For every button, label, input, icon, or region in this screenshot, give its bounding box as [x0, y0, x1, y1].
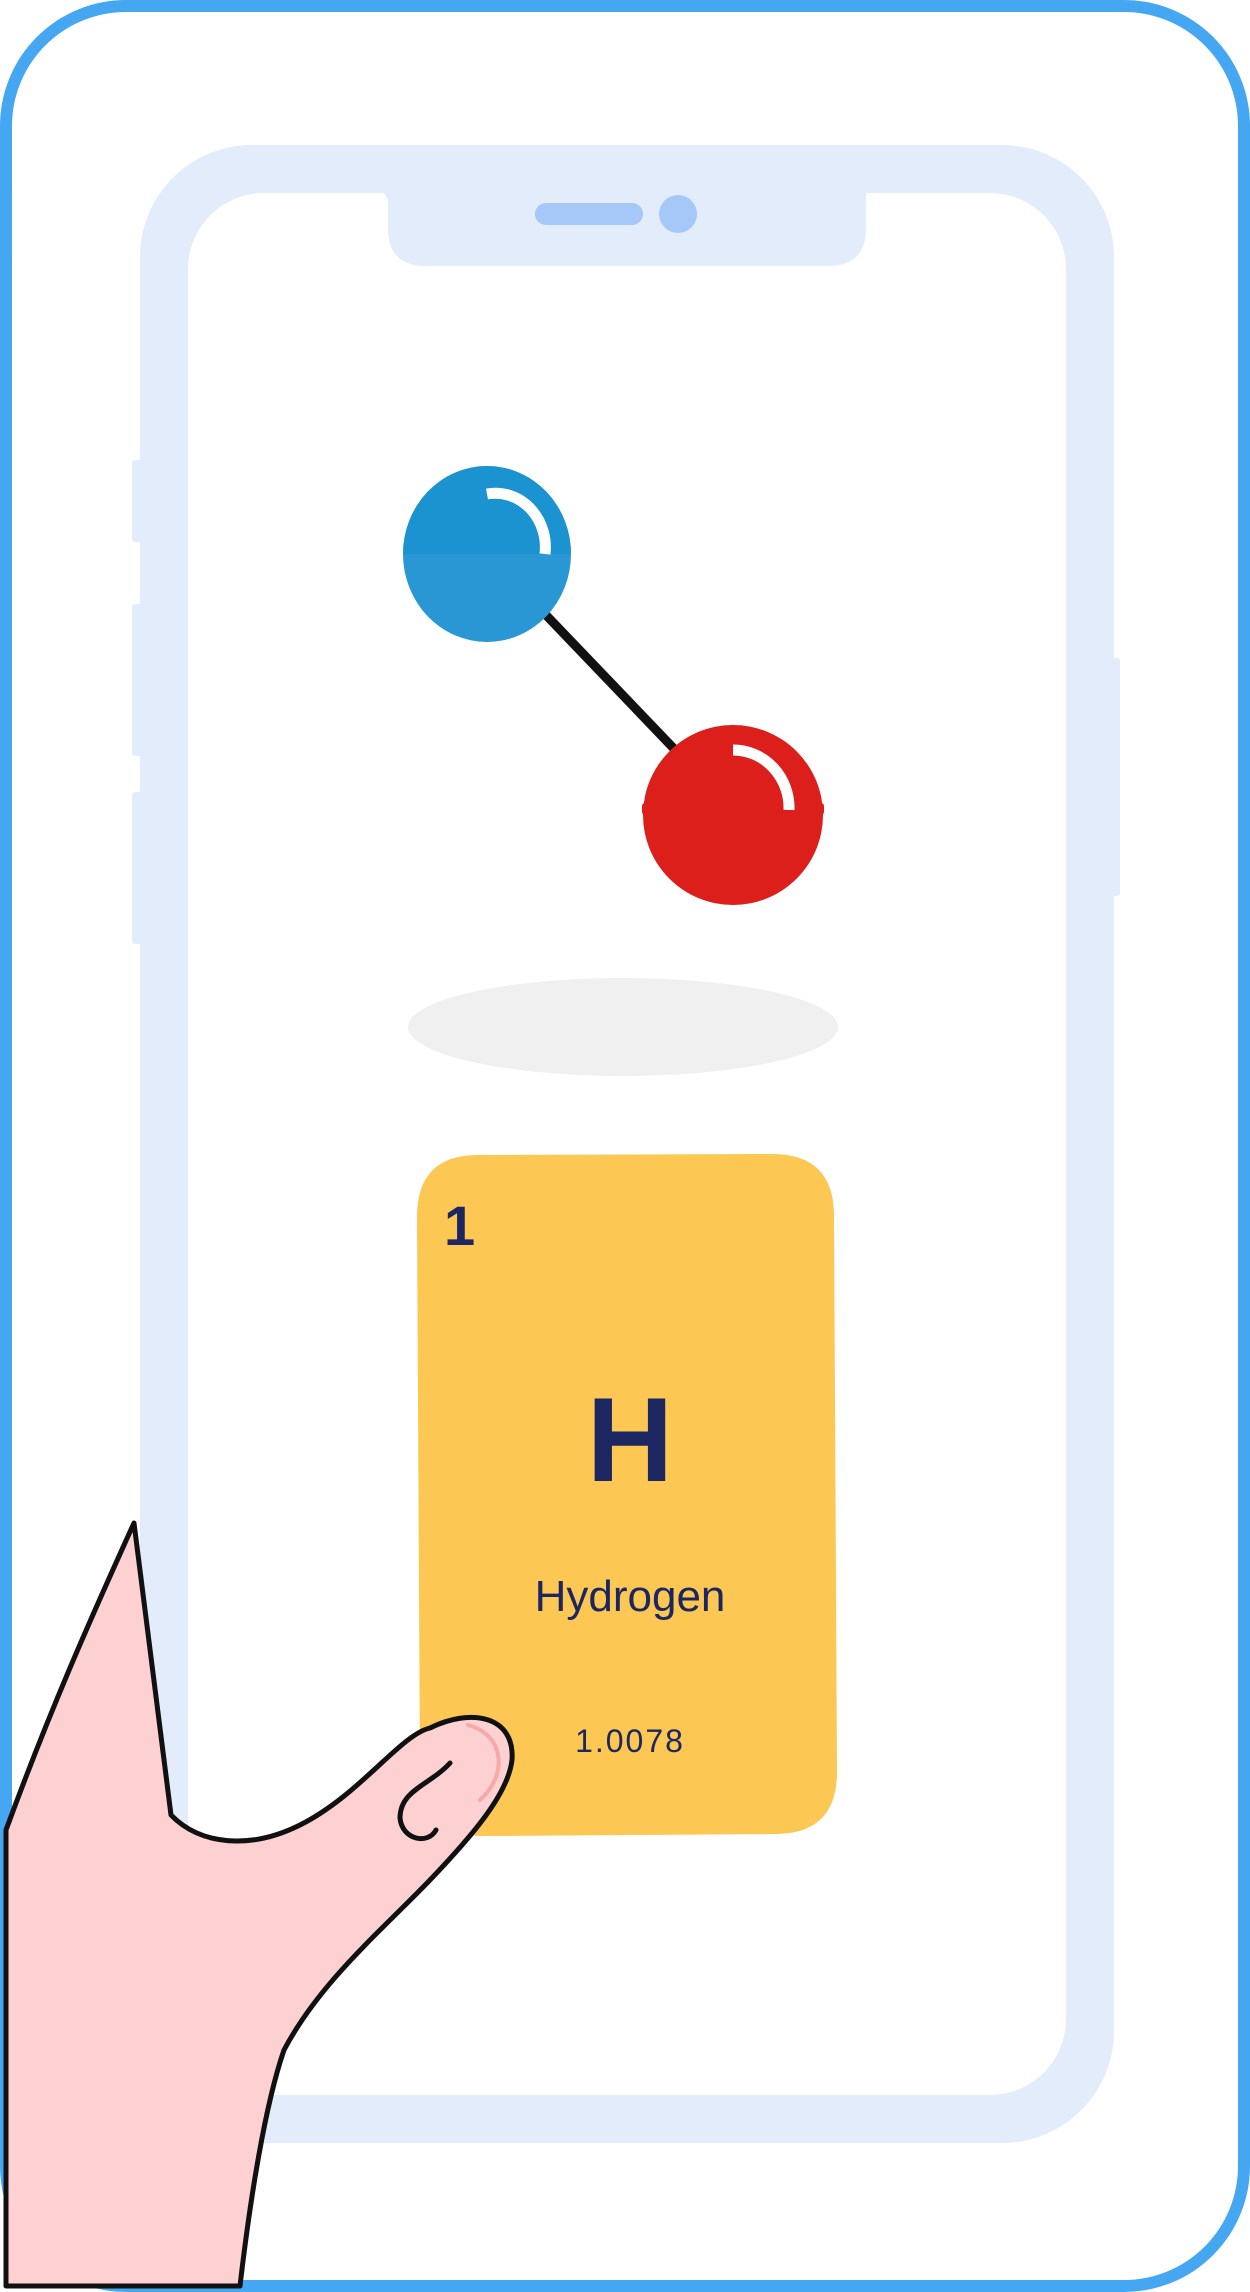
phone-screen [188, 193, 1066, 2095]
molecule-bond [541, 610, 684, 759]
finger-highlight [466, 1723, 501, 1802]
front-camera [659, 195, 697, 233]
molecule-model-icon [403, 466, 824, 905]
finger-shape [3, 1520, 515, 2289]
atom-red [642, 725, 824, 905]
atomic-number: 1 [444, 1194, 476, 1257]
speaker-grille [535, 203, 643, 225]
element-symbol: H [586, 1373, 674, 1507]
element-card [417, 1154, 837, 1836]
atom-blue [403, 466, 571, 642]
phone-notch [384, 193, 866, 266]
pointing-finger-icon [3, 1520, 515, 2289]
phone-device [132, 145, 1120, 2143]
atomic-mass: 1.0078 [575, 1723, 685, 1759]
fingernail [397, 1760, 453, 1841]
molecule-shadow [408, 978, 838, 1076]
element-name: Hydrogen [534, 1572, 726, 1621]
